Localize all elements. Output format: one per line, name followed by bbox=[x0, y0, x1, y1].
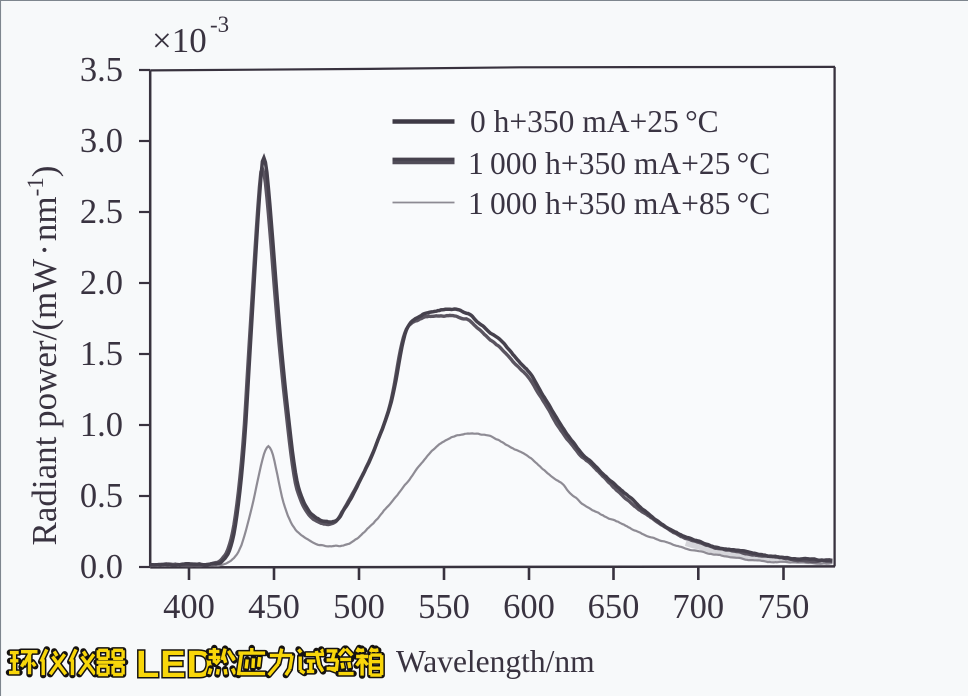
svg-text:Wavelength/nm: Wavelength/nm bbox=[396, 644, 595, 679]
svg-text:-3: -3 bbox=[210, 12, 229, 37]
svg-text:1 000 h+350 mA+85 °C: 1 000 h+350 mA+85 °C bbox=[468, 186, 770, 221]
svg-text:1.5: 1.5 bbox=[80, 335, 123, 373]
svg-text:1.0: 1.0 bbox=[80, 406, 123, 444]
svg-text:Radiant power/(mW·nm-1): Radiant power/(mW·nm-1) bbox=[23, 166, 64, 546]
svg-text:LED: LED bbox=[136, 644, 215, 686]
svg-text:700: 700 bbox=[672, 588, 724, 626]
svg-text:0.0: 0.0 bbox=[80, 548, 123, 586]
svg-text:0 h+350 mA+25 °C: 0 h+350 mA+25 °C bbox=[470, 104, 719, 139]
svg-text:650: 650 bbox=[588, 588, 640, 626]
svg-text:3.5: 3.5 bbox=[80, 51, 123, 89]
svg-text:450: 450 bbox=[248, 588, 300, 626]
svg-text:1 000 h+350 mA+25 °C: 1 000 h+350 mA+25 °C bbox=[468, 146, 770, 181]
svg-text:2.0: 2.0 bbox=[80, 264, 123, 302]
svg-text:750: 750 bbox=[758, 588, 810, 626]
svg-text:2.5: 2.5 bbox=[80, 193, 123, 231]
svg-text:400: 400 bbox=[163, 588, 215, 626]
svg-text:550: 550 bbox=[418, 588, 470, 626]
svg-text:600: 600 bbox=[503, 588, 555, 626]
svg-text:0.5: 0.5 bbox=[80, 477, 123, 515]
svg-text:3.0: 3.0 bbox=[80, 122, 123, 160]
svg-text:500: 500 bbox=[333, 588, 385, 626]
svg-text:×10: ×10 bbox=[152, 21, 207, 60]
